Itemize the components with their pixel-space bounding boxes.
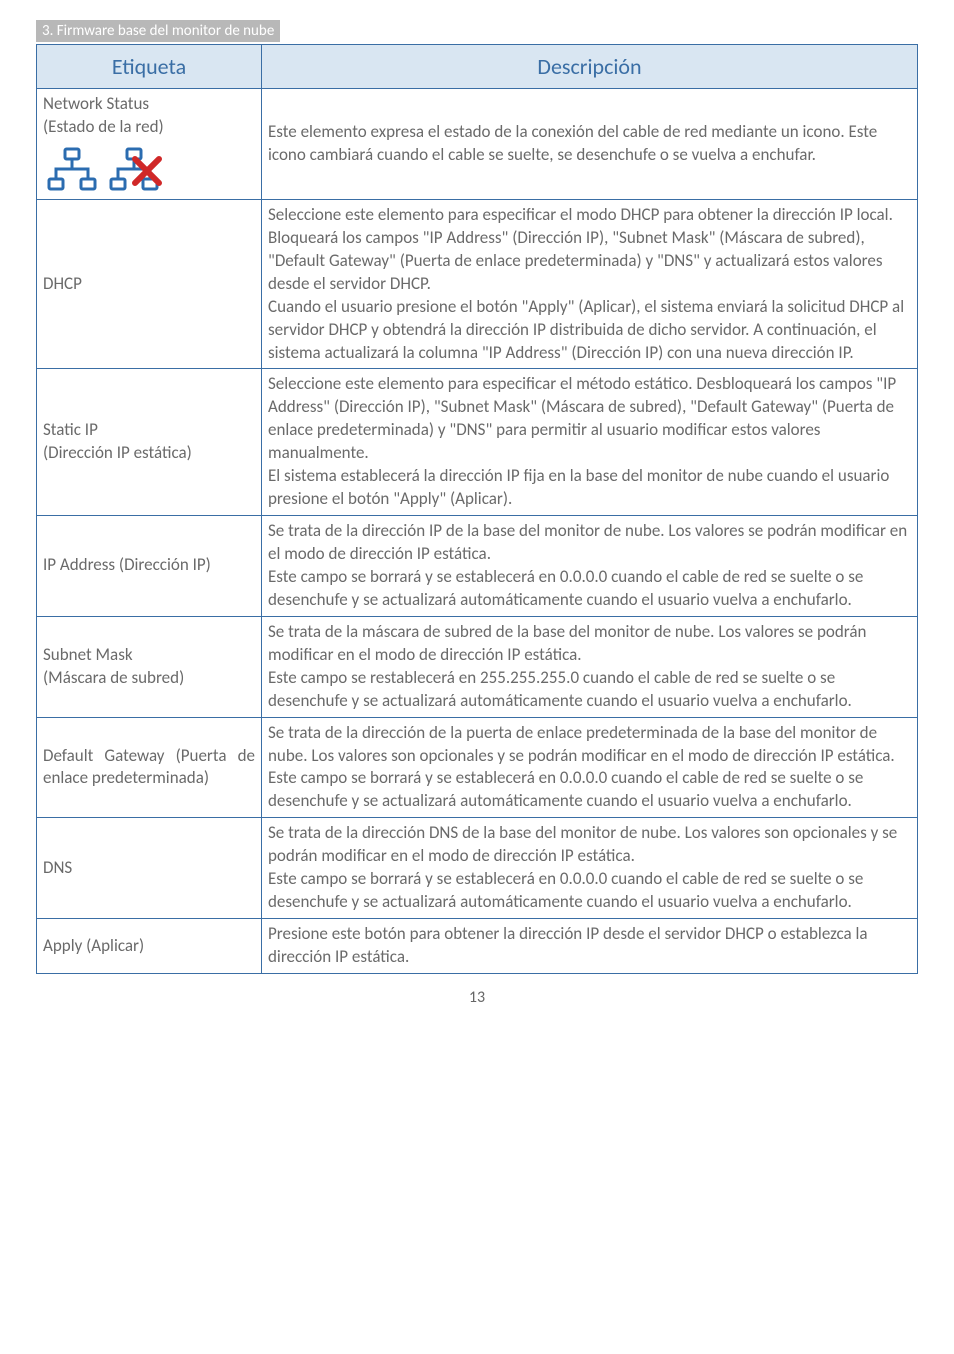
table-row: Subnet Mask(Máscara de subred)Se trata d… — [37, 616, 918, 717]
row-label-line: IP Address (Dirección IP) — [43, 554, 211, 575]
row-desc: Se trata de la máscara de subred de la b… — [262, 616, 918, 717]
row-desc: Se trata de la dirección IP de la base d… — [262, 516, 918, 617]
header-label: Etiqueta — [37, 45, 262, 89]
row-label-line: Default Gateway (Puerta de enlace predet… — [43, 745, 255, 789]
row-desc: Este elemento expresa el estado de la co… — [262, 89, 918, 200]
table-row: IP Address (Dirección IP) Se trata de la … — [37, 516, 918, 617]
row-label: Apply (Aplicar) — [37, 919, 262, 974]
row-label: Network Status(Estado de la red) — [37, 89, 262, 200]
row-label: Default Gateway (Puerta de enlace predet… — [37, 717, 262, 818]
row-label-line: Subnet Mask — [43, 644, 133, 665]
row-label-line: (Estado de la red) — [43, 116, 164, 137]
table-row: Default Gateway (Puerta de enlace predet… — [37, 717, 918, 818]
row-desc: Se trata de la dirección DNS de la base … — [262, 818, 918, 919]
table-row: Static IP(Dirección IP estática)Seleccio… — [37, 369, 918, 516]
row-desc: Seleccione este elemento para especifica… — [262, 369, 918, 516]
breadcrumb: 3. Firmware base del monitor de nube — [36, 20, 280, 42]
row-label-line: DHCP — [43, 273, 82, 294]
network-connected-icon — [43, 145, 101, 166]
row-desc: Seleccione este elemento para especifica… — [262, 199, 918, 369]
row-label: IP Address (Dirección IP) — [37, 516, 262, 617]
settings-table: Etiqueta Descripción Network Status(Esta… — [36, 44, 918, 974]
row-label: DHCP — [37, 199, 262, 369]
table-row: DNS Se trata de la dirección DNS de la ba… — [37, 818, 918, 919]
table-row: Network Status(Estado de la red) Este el… — [37, 89, 918, 200]
table-row: DHCP Seleccione este elemento para especi… — [37, 199, 918, 369]
page: 3. Firmware base del monitor de nube Eti… — [0, 0, 954, 1027]
row-label-line: Static IP — [43, 419, 98, 440]
row-label-line: (Dirección IP estática) — [43, 442, 192, 463]
row-label-line: DNS — [43, 857, 72, 878]
row-label-line: Apply (Aplicar) — [43, 935, 144, 956]
row-label-line: Network Status — [43, 93, 149, 114]
page-number: 13 — [36, 988, 918, 1007]
table-header-row: Etiqueta Descripción — [37, 45, 918, 89]
network-status-icons — [43, 145, 255, 195]
row-desc: Presione este botón para obtener la dire… — [262, 919, 918, 974]
row-label: Static IP(Dirección IP estática) — [37, 369, 262, 516]
table-row: Apply (Aplicar) Presione este botón para … — [37, 919, 918, 974]
row-label-line: (Máscara de subred) — [43, 667, 184, 688]
row-label: Subnet Mask(Máscara de subred) — [37, 616, 262, 717]
row-label: DNS — [37, 818, 262, 919]
row-desc: Se trata de la dirección de la puerta de… — [262, 717, 918, 818]
header-desc: Descripción — [262, 45, 918, 89]
network-disconnected-icon — [105, 145, 163, 166]
